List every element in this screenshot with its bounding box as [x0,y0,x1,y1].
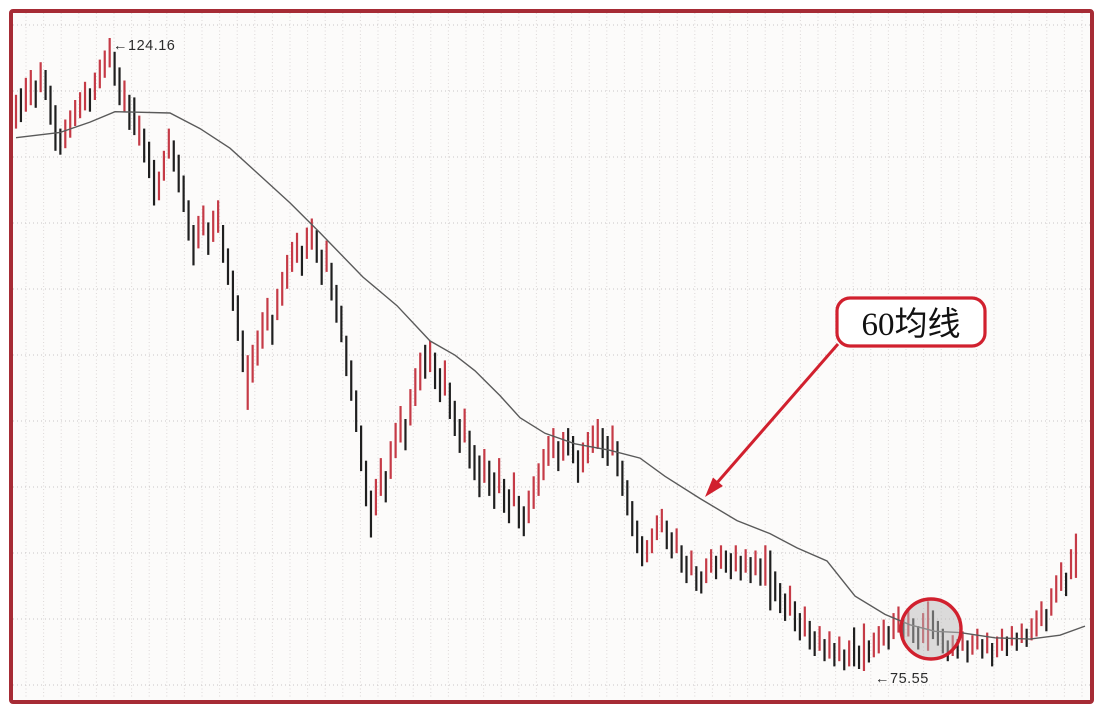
highlight-circle [899,597,963,661]
callout-arrow [705,343,840,497]
ma-callout-box [835,296,987,348]
callout-arrow-shaft [714,343,840,485]
ma-callout-label: 60均线 [862,306,961,343]
ma-callout: 60均线 [835,296,987,348]
price-grid [13,13,1090,699]
low-price-label: ←75.55 [875,671,929,687]
chart-background [12,12,1091,701]
chart-frame [9,9,1094,704]
peak-price-label: ←124.16 [113,38,175,54]
callout-arrow-head [705,477,723,497]
